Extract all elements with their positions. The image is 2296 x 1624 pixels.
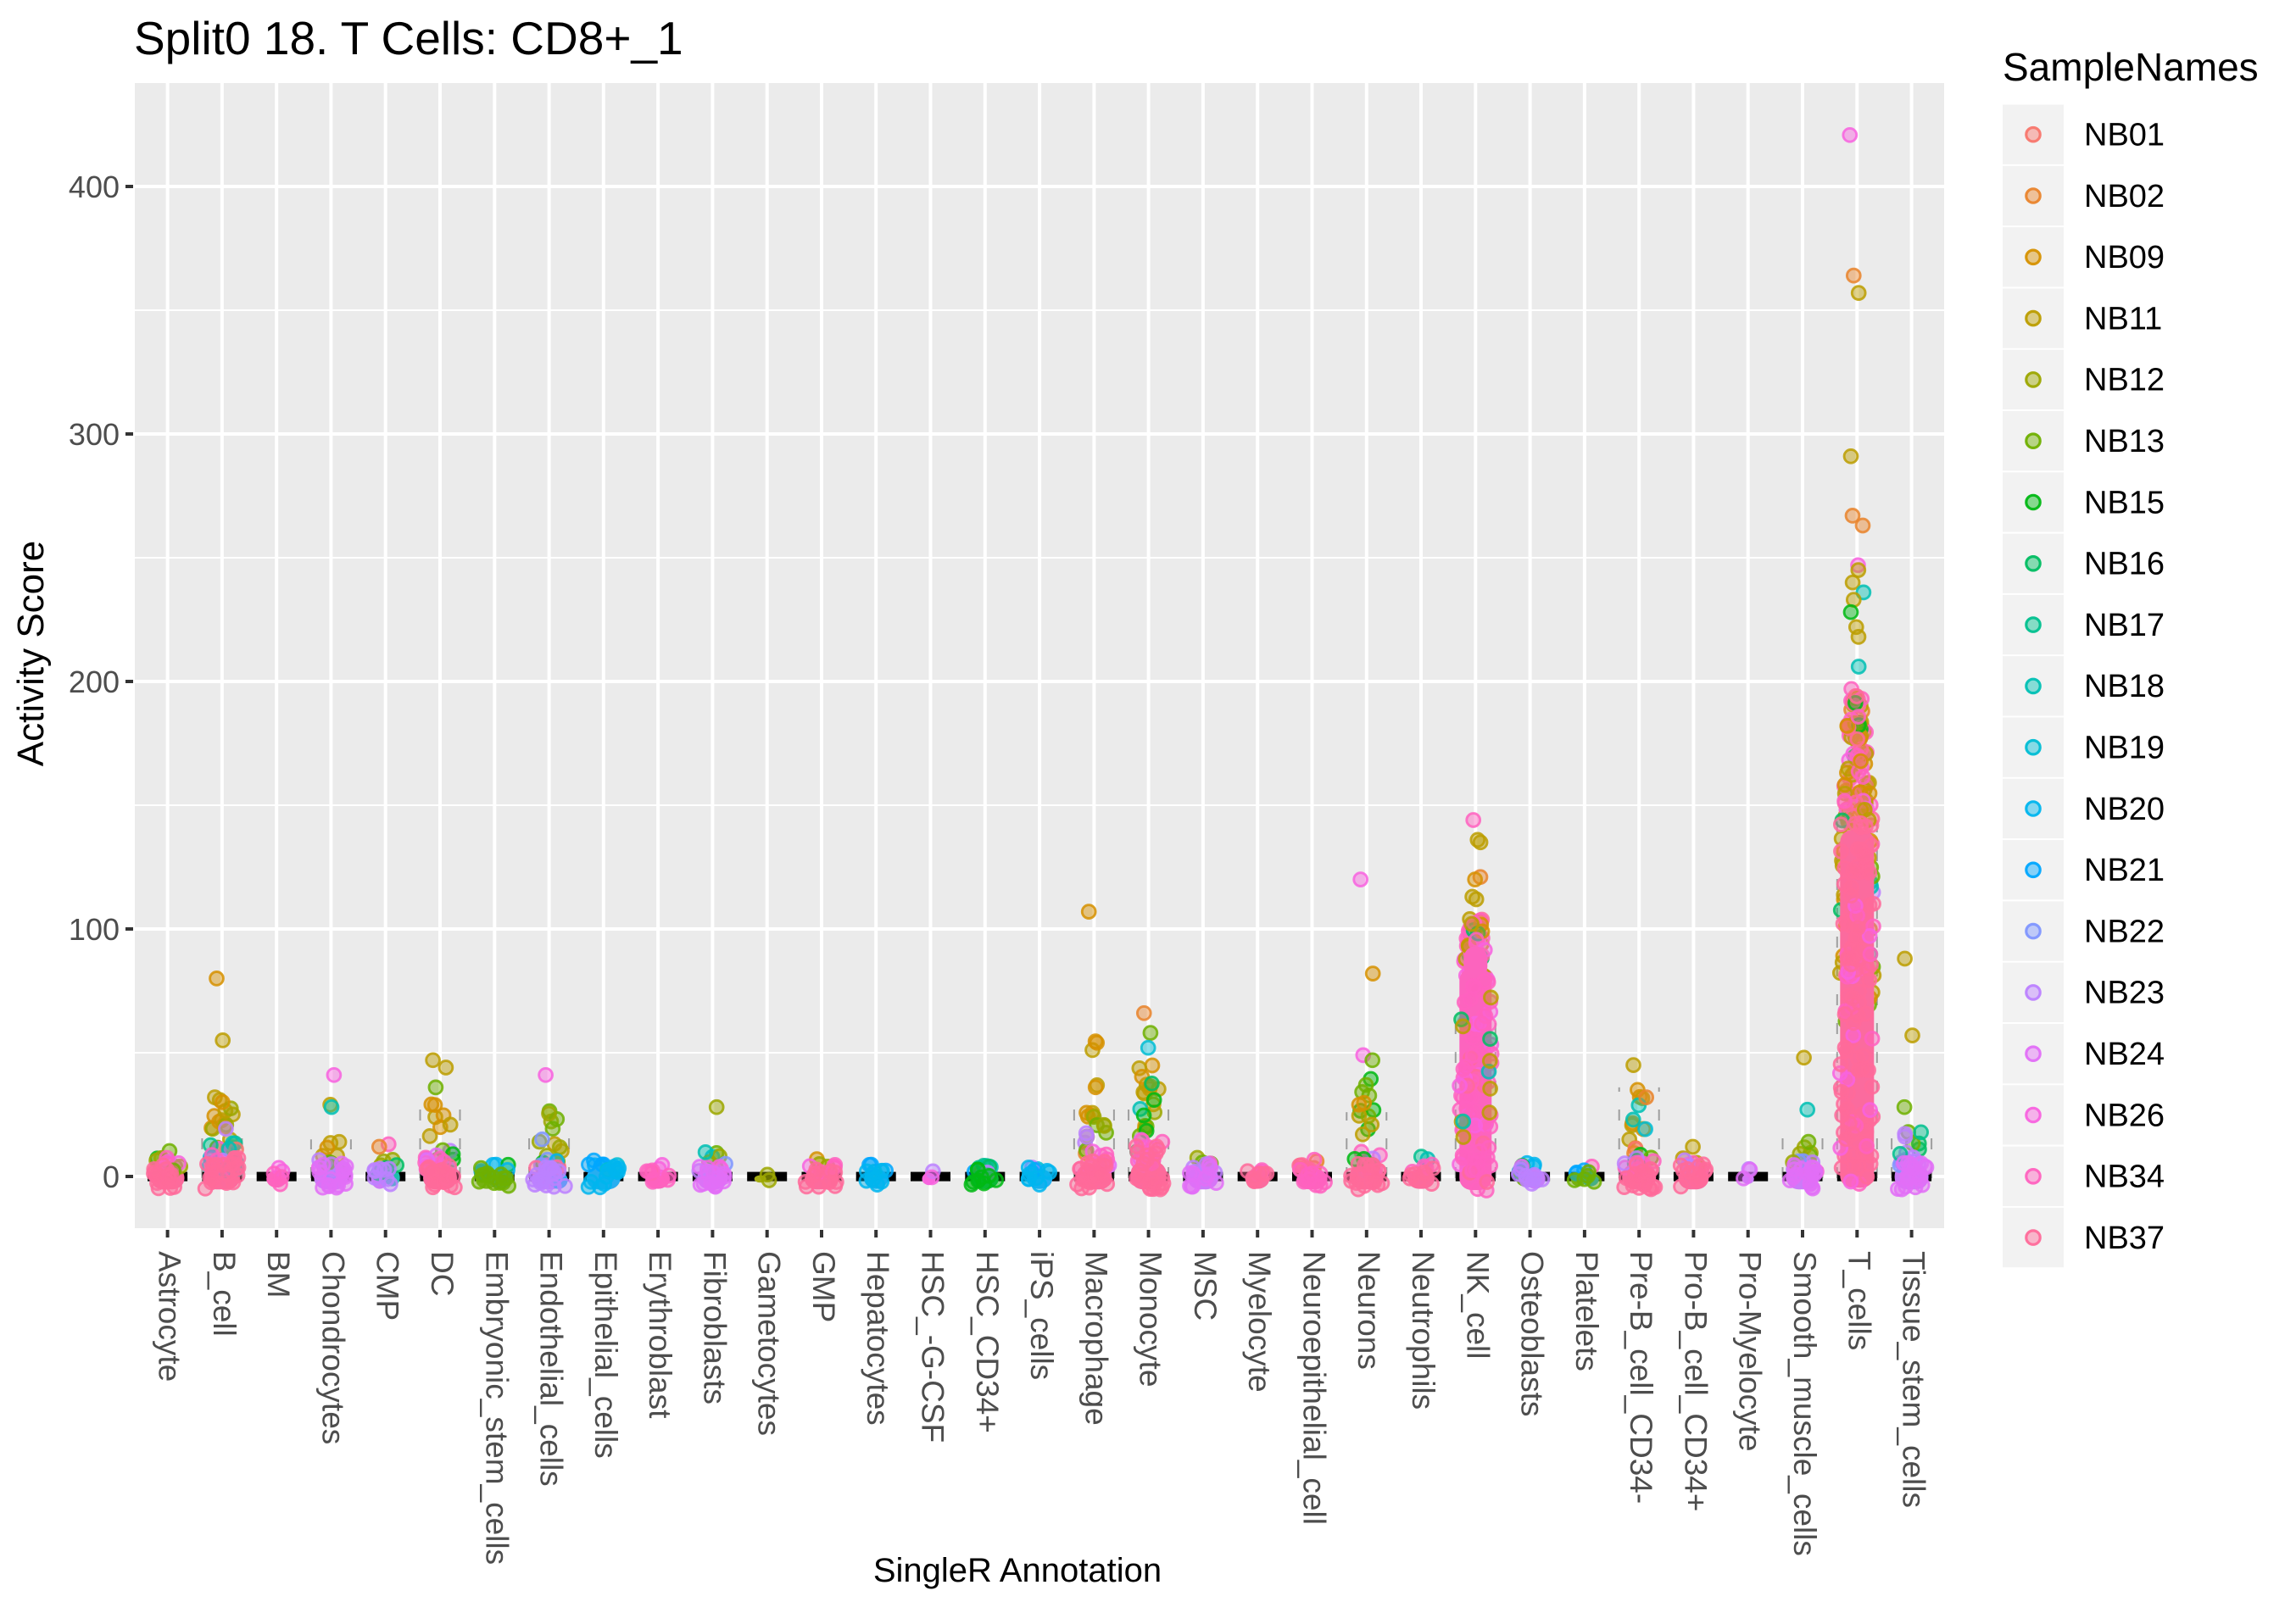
svg-text:NB01: NB01 <box>2084 118 2165 153</box>
svg-text:Chondrocytes: Chondrocytes <box>315 1251 350 1444</box>
svg-text:Split0 18. T Cells: CD8+_1: Split0 18. T Cells: CD8+_1 <box>134 12 683 64</box>
svg-text:NB18: NB18 <box>2084 669 2165 704</box>
svg-text:NB21: NB21 <box>2084 853 2165 888</box>
svg-text:NB23: NB23 <box>2084 976 2165 1011</box>
svg-text:NB11: NB11 <box>2084 301 2162 336</box>
svg-text:NB16: NB16 <box>2084 547 2165 582</box>
svg-text:NB12: NB12 <box>2084 363 2165 398</box>
svg-text:NB17: NB17 <box>2084 608 2165 643</box>
svg-text:400: 400 <box>69 170 120 204</box>
svg-text:NK_cell: NK_cell <box>1460 1251 1495 1360</box>
svg-text:Pro-Myelocyte: Pro-Myelocyte <box>1733 1251 1768 1451</box>
svg-text:Endothelial_cells: Endothelial_cells <box>534 1251 569 1487</box>
svg-text:Activity Score: Activity Score <box>10 541 52 767</box>
svg-text:Neuroepithelial_cell: Neuroepithelial_cell <box>1297 1251 1332 1525</box>
svg-text:SampleNames: SampleNames <box>2003 45 2259 89</box>
svg-text:Hepatocytes: Hepatocytes <box>861 1251 895 1426</box>
svg-text:NB24: NB24 <box>2084 1037 2165 1072</box>
svg-text:iPS_cells: iPS_cells <box>1024 1251 1059 1380</box>
svg-text:100: 100 <box>69 912 120 947</box>
svg-text:B_cell: B_cell <box>207 1251 242 1337</box>
svg-text:NB22: NB22 <box>2084 914 2165 949</box>
svg-text:Fibroblasts: Fibroblasts <box>697 1251 732 1404</box>
svg-text:NB34: NB34 <box>2084 1160 2165 1195</box>
svg-text:NB37: NB37 <box>2084 1221 2165 1256</box>
svg-text:300: 300 <box>69 417 120 452</box>
svg-text:Neutrophils: Neutrophils <box>1406 1251 1441 1410</box>
svg-text:NB09: NB09 <box>2084 240 2165 275</box>
svg-text:Osteoblasts: Osteoblasts <box>1515 1251 1550 1416</box>
svg-text:HSC_CD34+: HSC_CD34+ <box>970 1251 1005 1433</box>
svg-text:NB26: NB26 <box>2084 1098 2165 1133</box>
svg-text:CMP: CMP <box>371 1251 405 1321</box>
svg-text:NB20: NB20 <box>2084 792 2165 827</box>
svg-text:Monocyte: Monocyte <box>1134 1251 1168 1387</box>
svg-text:T_cells: T_cells <box>1842 1251 1876 1350</box>
svg-text:MSC: MSC <box>1188 1251 1223 1321</box>
svg-text:Embryonic_stem_cells: Embryonic_stem_cells <box>479 1251 514 1565</box>
svg-text:Epithelial_cells: Epithelial_cells <box>588 1251 623 1459</box>
svg-text:Neurons: Neurons <box>1351 1251 1386 1370</box>
svg-text:SingleR Annotation: SingleR Annotation <box>873 1552 1162 1589</box>
svg-text:NB19: NB19 <box>2084 731 2165 766</box>
svg-text:Pro-B_cell_CD34+: Pro-B_cell_CD34+ <box>1678 1251 1713 1511</box>
svg-text:Myelocyte: Myelocyte <box>1242 1251 1277 1393</box>
svg-text:Tissue_stem_cells: Tissue_stem_cells <box>1897 1251 1931 1508</box>
svg-text:GMP: GMP <box>806 1251 841 1322</box>
svg-text:HSC_-G-CSF: HSC_-G-CSF <box>916 1251 950 1443</box>
svg-text:Gametocytes: Gametocytes <box>752 1251 787 1436</box>
svg-text:BM: BM <box>261 1251 296 1299</box>
svg-text:Smooth_muscle_cells: Smooth_muscle_cells <box>1787 1251 1822 1556</box>
svg-text:NB13: NB13 <box>2084 424 2165 459</box>
svg-text:DC: DC <box>425 1251 460 1296</box>
svg-text:200: 200 <box>69 665 120 699</box>
svg-text:NB15: NB15 <box>2084 485 2165 520</box>
svg-text:0: 0 <box>103 1160 120 1194</box>
svg-text:Platelets: Platelets <box>1569 1251 1604 1371</box>
svg-text:Macrophage: Macrophage <box>1078 1251 1113 1426</box>
svg-text:Pre-B_cell_CD34-: Pre-B_cell_CD34- <box>1624 1251 1658 1504</box>
svg-text:NB02: NB02 <box>2084 179 2165 214</box>
svg-text:Erythroblast: Erythroblast <box>643 1251 677 1419</box>
svg-text:Astrocyte: Astrocyte <box>153 1251 187 1382</box>
